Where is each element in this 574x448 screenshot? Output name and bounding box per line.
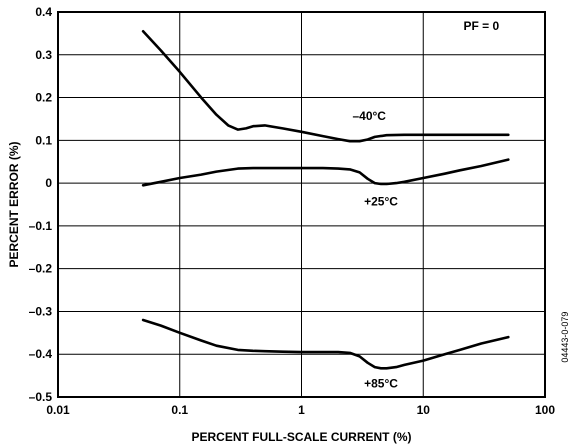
series-line-0 [141,30,510,143]
series-line-1 [141,158,510,187]
x-tick-label: 0.1 [171,403,188,417]
y-tick-label: –0.3 [29,304,53,318]
series-labels: –40°C +25°C +85°C [352,109,398,391]
x-tick-labels: 0.01 0.1 1 10 100 [46,403,555,417]
y-tick-label: –0.5 [29,390,53,404]
figure-reference-id: 04443-0-079 [560,312,570,363]
x-tick-label: 100 [535,403,555,417]
y-tick-label: 0.4 [35,5,52,19]
series-label-2: +85°C [364,377,398,391]
y-tick-label: –0.4 [29,347,53,361]
grid [57,11,546,398]
x-axis-title: PERCENT FULL-SCALE CURRENT (%) [192,430,412,444]
plot-frame [57,11,546,398]
y-tick-label: 0.3 [35,48,52,62]
y-tick-labels: 0.4 0.3 0.2 0.1 0 –0.1 –0.2 –0.3 –0.4 –0.5 [29,5,53,404]
pf-annotation: PF = 0 [463,19,499,33]
y-tick-label: –0.2 [29,262,53,276]
series-line-2 [141,318,510,370]
x-tick-label: 0.01 [46,403,70,417]
y-tick-label: –0.1 [29,219,53,233]
series-label-0: –40°C [352,109,386,123]
y-axis-title: PERCENT ERROR (%) [7,141,21,267]
x-tick-label: 10 [417,403,431,417]
series-label-1: +25°C [364,194,398,208]
y-tick-label: 0 [45,176,52,190]
series-lines [141,30,510,370]
y-tick-label: 0.2 [35,91,52,105]
y-tick-label: 0.1 [35,133,52,147]
x-tick-label: 1 [298,403,305,417]
